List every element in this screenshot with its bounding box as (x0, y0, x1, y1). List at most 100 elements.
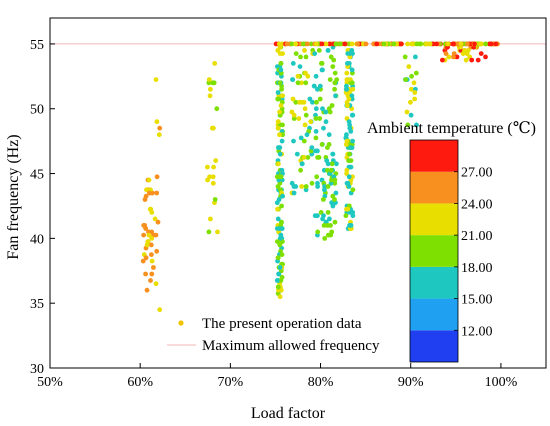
data-point (342, 41, 348, 47)
data-point (210, 174, 216, 180)
data-point (319, 142, 325, 147)
data-point (303, 70, 308, 76)
data-point (277, 265, 283, 270)
data-point (311, 83, 317, 89)
data-point (313, 129, 319, 134)
data-point (296, 116, 302, 121)
data-point (347, 151, 352, 157)
data-point (469, 57, 475, 63)
data-point (454, 54, 460, 60)
data-point (325, 184, 331, 189)
data-point (381, 41, 387, 47)
data-point (332, 219, 338, 225)
data-point (326, 142, 332, 147)
data-point (278, 232, 284, 238)
data-point (483, 41, 488, 47)
data-point (297, 64, 303, 69)
data-point (313, 73, 319, 79)
data-point (206, 229, 212, 235)
colorbar-band (410, 171, 458, 204)
data-point (155, 219, 161, 225)
data-point (398, 41, 404, 47)
data-point (345, 61, 350, 66)
data-point (308, 41, 314, 47)
x-axis-title: Load factor (251, 405, 326, 422)
y-tick-label: 30 (30, 362, 44, 377)
data-point (349, 112, 355, 118)
data-point (434, 41, 439, 47)
data-point (211, 164, 217, 170)
x-tick-label: 80% (308, 375, 334, 390)
colorbar-tick-label: 18.00 (461, 261, 493, 276)
data-point (455, 41, 460, 47)
colorbar-band (410, 266, 458, 299)
data-point (411, 80, 417, 86)
data-point (344, 206, 349, 212)
data-point (333, 41, 339, 47)
data-point (293, 99, 299, 105)
data-point (154, 174, 160, 180)
data-point (319, 61, 325, 66)
data-point (315, 155, 320, 160)
data-point (275, 184, 281, 189)
data-point (323, 109, 329, 115)
data-point (328, 223, 333, 228)
y-tick-label: 55 (30, 38, 44, 53)
colorbar-band (410, 298, 458, 331)
data-point (278, 67, 284, 73)
data-point (349, 41, 355, 47)
data-point (488, 41, 494, 47)
data-point (417, 41, 422, 47)
colorbar-tick-label: 15.00 (461, 293, 493, 308)
data-point (465, 41, 470, 47)
data-point (212, 61, 218, 66)
data-point (348, 158, 354, 164)
data-point (207, 93, 213, 99)
data-point (321, 213, 326, 219)
data-point (344, 77, 350, 82)
legend-label-operation-data: The present operation data (202, 316, 362, 332)
data-point (206, 77, 212, 82)
data-point (413, 54, 418, 60)
data-point (320, 106, 325, 112)
data-point (302, 122, 308, 128)
data-point (404, 109, 410, 115)
data-point (276, 41, 282, 47)
data-point (275, 216, 281, 222)
data-point (451, 54, 456, 60)
data-point (463, 57, 469, 63)
data-point (363, 41, 369, 47)
data-point (326, 106, 332, 112)
data-point (293, 51, 299, 56)
data-point (213, 158, 219, 164)
data-point (276, 161, 281, 167)
data-point (329, 200, 334, 206)
data-point (214, 106, 220, 112)
data-point (147, 206, 153, 212)
data-point (308, 119, 314, 125)
data-point (332, 86, 337, 92)
data-point (205, 177, 211, 183)
data-point (303, 184, 309, 189)
data-point (394, 41, 400, 47)
data-point (205, 164, 210, 170)
data-point (346, 174, 352, 180)
data-point (149, 229, 155, 235)
data-point (412, 96, 417, 102)
data-point (294, 151, 300, 157)
data-point (325, 210, 331, 215)
data-point (317, 83, 323, 89)
data-point (328, 167, 334, 173)
data-point (409, 73, 414, 79)
data-point (321, 223, 327, 228)
data-point (298, 135, 304, 141)
data-point (408, 86, 414, 92)
data-point (289, 41, 295, 47)
data-point (313, 106, 319, 112)
data-point (328, 232, 334, 238)
data-point (349, 67, 355, 73)
y-tick-label: 50 (30, 103, 44, 118)
data-point (279, 203, 284, 209)
data-point (277, 51, 283, 56)
